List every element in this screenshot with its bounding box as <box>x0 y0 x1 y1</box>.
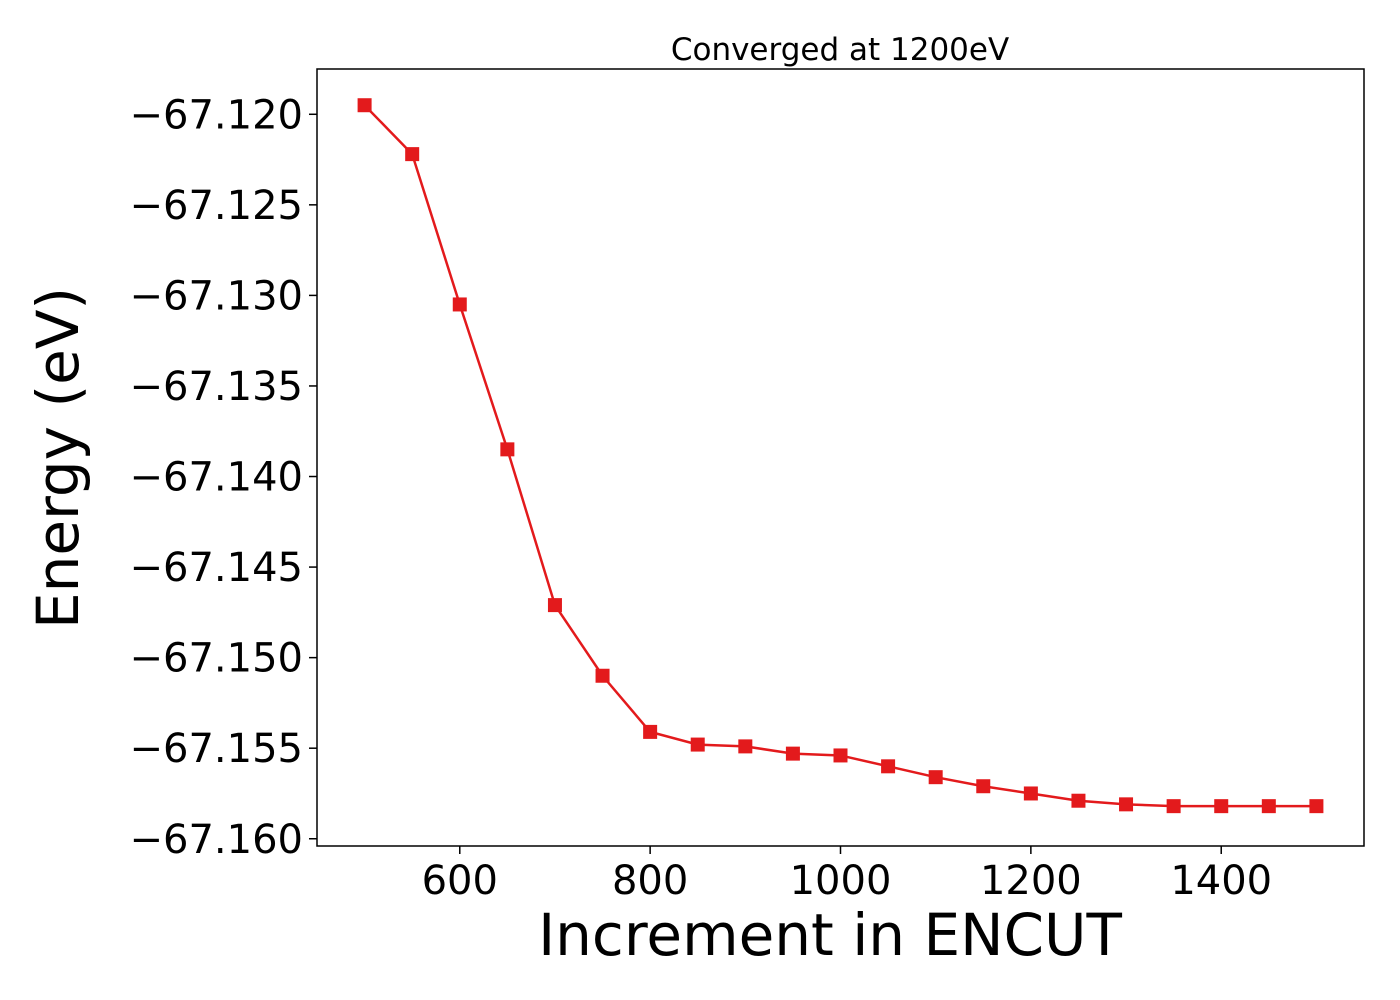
data-point <box>1214 799 1229 814</box>
data-point <box>643 724 658 739</box>
data-point <box>1261 799 1276 814</box>
y-tick-label: −67.135 <box>130 364 303 410</box>
data-point <box>928 770 943 785</box>
x-tick-label: 600 <box>422 858 498 904</box>
y-tick-label: −67.120 <box>130 92 303 138</box>
x-tick-label: 800 <box>612 858 688 904</box>
plot-frame <box>316 68 1365 847</box>
data-point <box>881 759 896 774</box>
data-point <box>785 746 800 761</box>
y-tick-label: −67.155 <box>130 726 303 772</box>
y-axis-title: Energy (eV) <box>24 287 92 629</box>
data-point <box>833 748 848 763</box>
data-point <box>738 739 753 754</box>
x-axis-title: Increment in ENCUT <box>538 901 1122 969</box>
y-tick-label: −67.150 <box>130 636 303 682</box>
y-tick-label: −67.130 <box>130 273 303 319</box>
data-point <box>1119 797 1134 812</box>
plot-area <box>357 98 1324 814</box>
data-point <box>976 779 991 794</box>
data-point <box>595 668 610 683</box>
data-point <box>690 737 705 752</box>
data-point <box>1166 799 1181 814</box>
data-point <box>452 297 467 312</box>
y-axis: −67.120 −67.125 −67.130 −67.135 −67.140 −67.1… <box>130 92 317 863</box>
y-tick-label: −67.145 <box>130 545 303 591</box>
data-point <box>547 598 562 613</box>
y-tick-label: −67.160 <box>130 817 303 863</box>
x-tick-label: 1000 <box>790 858 892 904</box>
y-tick-label: −67.140 <box>130 455 303 501</box>
data-point <box>1309 799 1324 814</box>
data-point <box>405 147 420 162</box>
data-point <box>357 98 372 113</box>
y-tick-label: −67.125 <box>130 183 303 229</box>
data-point <box>1023 786 1038 801</box>
chart-title: Converged at 1200eV <box>671 32 1009 68</box>
data-point <box>1071 793 1086 808</box>
data-point <box>500 442 515 457</box>
x-tick-label: 1400 <box>1170 858 1272 904</box>
x-tick-label: 1200 <box>980 858 1082 904</box>
x-axis: 600 800 1000 1200 1400 <box>422 846 1272 904</box>
